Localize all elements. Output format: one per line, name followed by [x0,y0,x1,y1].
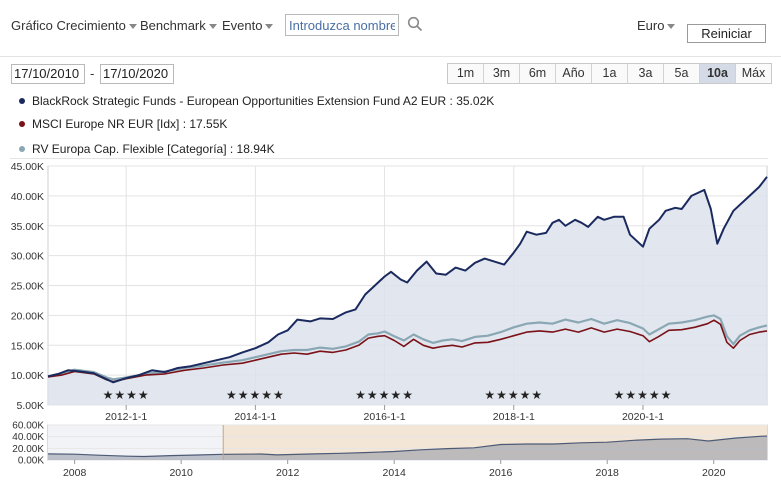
range-button-1y[interactable]: 1a [592,64,628,83]
benchmark-dropdown-label: Benchmark [140,18,206,33]
navigator-x-tick-label: 2010 [169,467,193,479]
range-button-ytd[interactable]: Año [556,64,592,83]
growth-chart-dropdown-label: Gráfico Crecimiento [11,18,126,33]
navigator-area-fill [48,436,767,460]
range-button-group: 1m 3m 6m Año 1a 3a 5a 10a Máx [447,63,772,84]
legend-item-index[interactable]: MSCI Europe NR EUR [Idx] : 17.55K [19,117,228,131]
legend-marker-category [19,146,25,152]
y-tick-label: 25.00K [11,281,44,293]
x-tick-label: 2014-1-1 [234,411,276,423]
main-series-lines [47,176,768,384]
range-button-5y[interactable]: 5a [664,64,700,83]
navigator-x-tick-label: 2008 [63,467,87,479]
search-icon[interactable] [407,16,423,32]
legend-item-fund[interactable]: BlackRock Strategic Funds - European Opp… [19,94,495,108]
search-input[interactable] [285,14,399,36]
navigator-x-tick-label: 2012 [276,467,300,479]
navigator-x-tick-label: 2018 [596,467,620,479]
navigator-x-tick-label: 2016 [489,467,513,479]
range-button-max[interactable]: Máx [736,64,771,83]
x-tick-label: 2012-1-1 [105,411,147,423]
y-tick-label: 45.00K [11,161,44,173]
rating-stars: ★★★★★ [226,388,285,402]
start-date-field[interactable]: 17/10/2010 [11,64,85,84]
legend-marker-fund [19,98,25,104]
toolbar-divider [0,56,781,57]
y-tick-label: 20.00K [11,310,44,322]
rating-stars: ★★★★★ [484,388,543,402]
legend-label-category: RV Europa Cap. Flexible [Categoría] : 18… [32,142,275,156]
range-button-1m[interactable]: 1m [448,64,484,83]
currency-dropdown[interactable]: Euro [637,18,676,33]
navigator-y-tick-label: 0.00K [18,456,44,467]
date-range-separator: - [90,66,95,81]
navigator-x-tick-label: 2020 [702,467,726,479]
index-line[interactable] [47,319,768,383]
range-button-10y[interactable]: 10a [700,64,736,83]
legend-item-category[interactable]: RV Europa Cap. Flexible [Categoría] : 18… [19,142,275,156]
fund-line[interactable] [47,176,768,384]
x-tick-label: 2020-1-1 [622,411,664,423]
event-dropdown-label: Evento [222,18,263,33]
reset-button[interactable]: Reiniciar [687,24,766,43]
rating-stars: ★★★★★ [614,388,673,402]
chevron-down-icon [265,24,274,30]
navigator-y-tick-label: 40.00K [12,432,44,443]
growth-chart-dropdown[interactable]: Gráfico Crecimiento [11,18,137,33]
x-tick-label: 2016-1-1 [364,411,406,423]
y-tick-label: 40.00K [11,191,44,203]
chevron-down-icon [128,24,137,30]
chevron-down-icon [208,24,217,30]
y-tick-label: 10.00K [11,370,44,382]
toolbar: Gráfico Crecimiento Benchmark Evento Eur… [0,0,781,52]
y-tick-label: 5.00K [17,400,44,412]
range-button-3y[interactable]: 3a [628,64,664,83]
legend-marker-index [19,121,25,127]
navigator-line [47,435,768,458]
legend-label-index: MSCI Europe NR EUR [Idx] : 17.55K [32,117,228,131]
y-tick-label: 30.00K [11,251,44,263]
navigator-x-tick-label: 2014 [383,467,407,479]
fund-area-fill [48,176,767,405]
end-date-field[interactable]: 17/10/2020 [100,64,174,84]
main-fund-area [48,176,767,405]
y-tick-label: 35.00K [11,221,44,233]
x-tick-label: 2018-1-1 [493,411,535,423]
currency-dropdown-label: Euro [637,18,665,33]
chevron-down-icon [667,24,676,30]
range-button-3m[interactable]: 3m [484,64,520,83]
benchmark-dropdown[interactable]: Benchmark [140,18,217,33]
category-line[interactable] [47,314,768,381]
y-tick-label: 15.00K [11,340,44,352]
legend-divider [10,158,768,159]
range-button-6m[interactable]: 6m [520,64,556,83]
rating-stars: ★★★★ [103,388,150,402]
navigator-y-tick-label: 20.00K [12,444,44,455]
main-axes: 5.00K 10.00K 15.00K 20.00K 25.00K 30.00K 35.00… [11,161,673,423]
event-dropdown[interactable]: Evento [222,18,274,33]
legend-label-fund: BlackRock Strategic Funds - European Opp… [32,94,495,108]
navigator-y-tick-label: 60.00K [12,421,44,432]
rating-stars: ★★★★★ [355,388,414,402]
